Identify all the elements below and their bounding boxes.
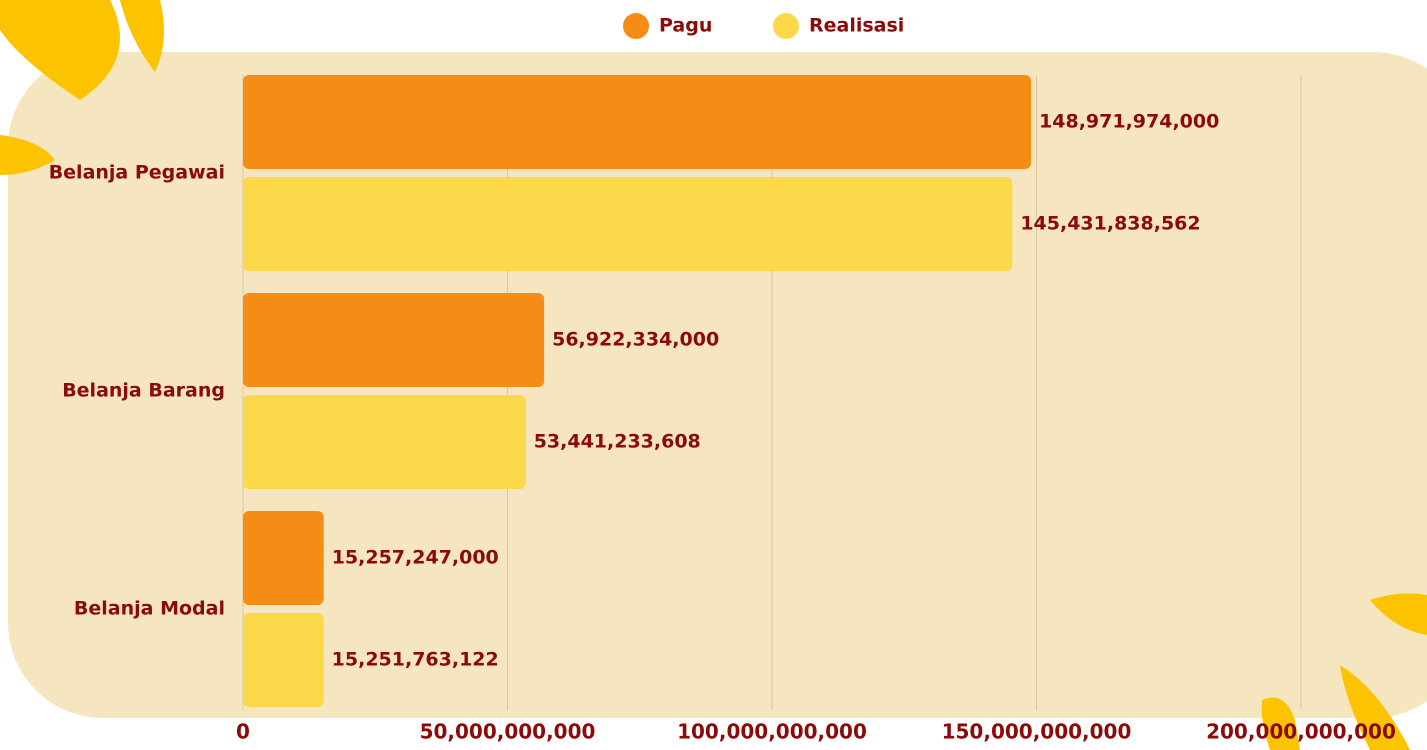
y-tick-label: Belanja Barang [62, 380, 225, 402]
decoration [120, 0, 164, 72]
bar [243, 293, 545, 387]
value-label: 15,251,763,122 [332, 649, 499, 671]
labels: 0 50,000,000,000 100,000,000,000 150,000,00… [49, 13, 1396, 744]
legend-swatch [623, 13, 649, 39]
x-tick-label: 0 [236, 720, 250, 744]
marks [243, 75, 1032, 707]
bar [243, 75, 1032, 169]
x-tick-label: 50,000,000,000 [420, 720, 596, 744]
y-tick-label: Belanja Pegawai [49, 162, 225, 184]
decoration [1340, 665, 1410, 750]
value-label: 145,431,838,562 [1020, 213, 1200, 235]
legend-swatch [773, 13, 799, 39]
legend-label: Realisasi [809, 15, 904, 37]
x-tick-label: 150,000,000,000 [942, 720, 1132, 744]
value-label: 53,441,233,608 [534, 431, 701, 453]
decoration [1370, 593, 1427, 635]
bar [243, 177, 1013, 271]
grid [242, 75, 1302, 710]
decoration [0, 135, 55, 175]
value-label: 148,971,974,000 [1039, 111, 1219, 133]
bar [243, 395, 526, 489]
x-tick-label: 100,000,000,000 [677, 720, 867, 744]
value-label: 56,922,334,000 [552, 329, 719, 351]
x-tick-label: 200,000,000,000 [1206, 720, 1396, 744]
y-tick-label: Belanja Modal [74, 598, 225, 620]
bar [243, 613, 324, 707]
decoration [0, 0, 120, 100]
legend-label: Pagu [659, 15, 712, 37]
bar [243, 511, 324, 605]
decoration [1261, 697, 1300, 750]
value-label: 15,257,247,000 [332, 547, 499, 569]
